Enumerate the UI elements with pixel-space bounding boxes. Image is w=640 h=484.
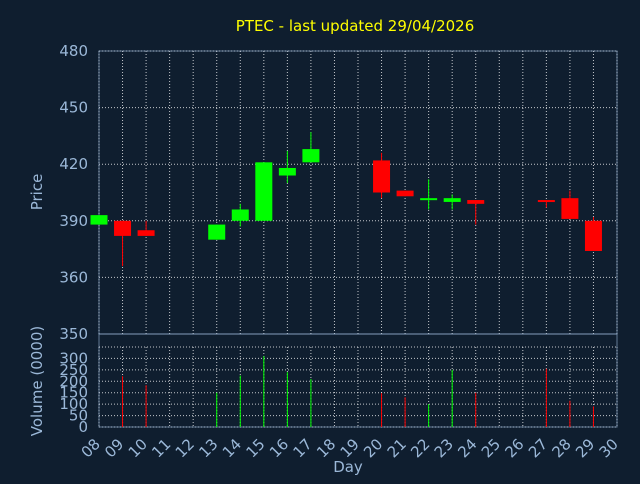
grid (98, 50, 618, 428)
volume-tick-label: 250 (59, 361, 88, 379)
x-tick-label: 25 (478, 435, 504, 461)
x-tick-label: 28 (549, 435, 575, 461)
x-tick-label: 10 (125, 435, 151, 461)
x-tick-label: 16 (266, 435, 292, 461)
x-tick-label: 27 (525, 435, 551, 461)
x-tick-label: 13 (195, 435, 221, 461)
volume-tick-label: 50 (69, 407, 88, 425)
price-tick-label: 420 (59, 155, 88, 173)
price-tick-label: 390 (59, 212, 88, 230)
x-tick-label: 11 (148, 435, 174, 461)
x-tick-label: 20 (360, 435, 386, 461)
x-tick-label: 21 (384, 435, 410, 461)
candle-body-down (396, 190, 414, 197)
chart-title: PTEC - last updated 29/04/2026 (236, 17, 475, 35)
candles (90, 132, 602, 267)
price-tick-label: 350 (59, 325, 88, 343)
candle-body-down (584, 220, 602, 251)
candle-body-up (255, 162, 273, 221)
x-tick-label: 24 (454, 435, 480, 461)
volume-plot-frame (98, 333, 618, 428)
plot-frames (98, 50, 618, 428)
candle-body-up (302, 149, 320, 163)
x-tick-label: 08 (78, 435, 104, 461)
candle-body-up (420, 198, 438, 201)
candle-body-down (114, 220, 132, 236)
candle-body-up (208, 224, 226, 240)
volume-tick-label: 150 (59, 384, 88, 402)
volume-tick-label: 200 (59, 372, 88, 390)
volume-tick-label: 0 (78, 418, 88, 436)
x-tick-label: 26 (501, 435, 527, 461)
price-tick-label: 450 (59, 99, 88, 117)
x-tick-label: 12 (172, 435, 198, 461)
price-axis-label: Price (28, 174, 46, 211)
x-tick-label: 23 (431, 435, 457, 461)
volume-bars (122, 356, 594, 427)
volume-tick-label: 300 (59, 349, 88, 367)
candle-body-up (278, 167, 296, 176)
x-tick-label: 29 (572, 435, 598, 461)
x-axis-label: Day (333, 458, 363, 476)
volume-axis-label: Volume (0000) (28, 326, 46, 436)
x-tick-label: 17 (290, 435, 316, 461)
price-tick-label: 360 (59, 268, 88, 286)
candle-body-down (561, 198, 579, 219)
x-tick-label: 14 (219, 435, 245, 461)
x-tick-label: 22 (407, 435, 433, 461)
x-tick-label: 15 (242, 435, 268, 461)
candle-body-down (137, 230, 155, 236)
price-tick-label: 480 (59, 42, 88, 60)
candle-body-up (90, 215, 108, 225)
candle-body-down (467, 200, 485, 204)
candle-body-down (373, 160, 391, 193)
candle-body-up (231, 209, 249, 221)
x-tick-label: 09 (101, 435, 127, 461)
volume-tick-label: 100 (59, 395, 88, 413)
candle-body-down (537, 200, 555, 203)
candle-body-up (443, 198, 461, 202)
x-tick-label: 30 (596, 435, 622, 461)
